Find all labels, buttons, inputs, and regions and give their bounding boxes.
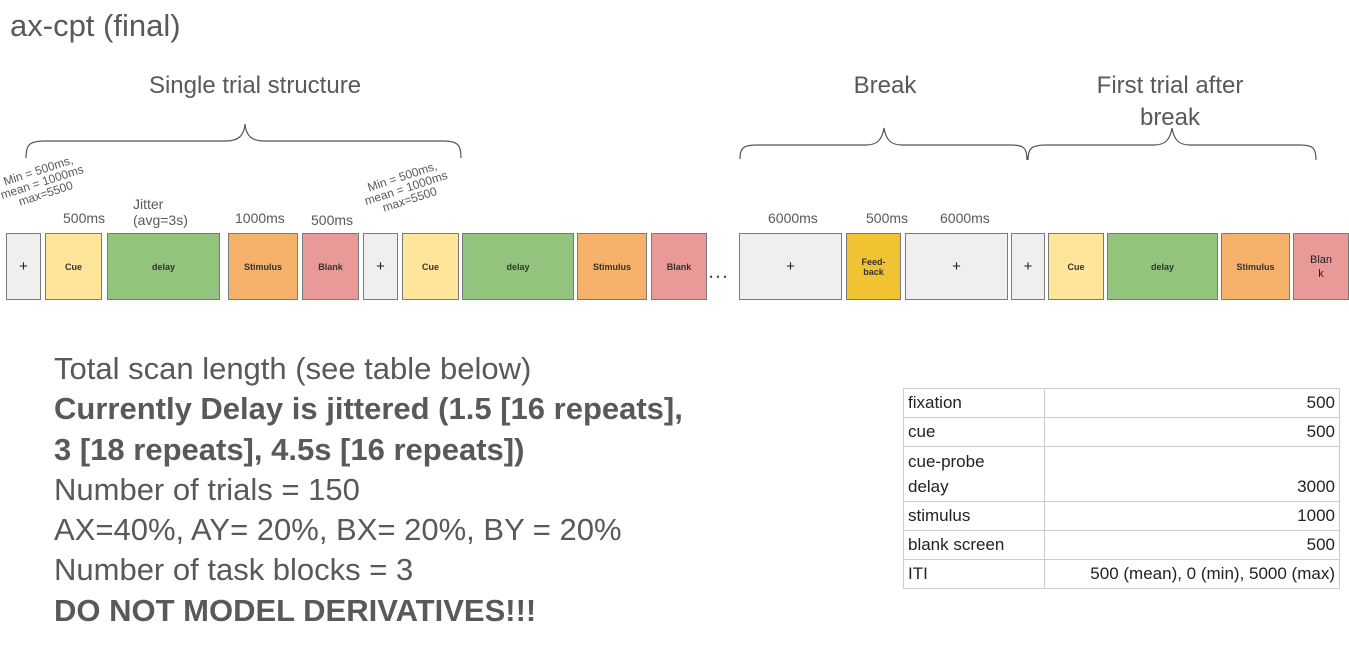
durations-table: fixation 500 cue 500 cue-probe delay 300…: [903, 388, 1340, 589]
stimulus-block: Stimulus: [228, 233, 298, 300]
brace-single-trial: [25, 123, 462, 159]
feedback-block: Feed- back: [846, 233, 901, 300]
note-task-blocks: Number of task blocks = 3: [54, 552, 414, 588]
cue-block: Cue: [402, 233, 459, 300]
feedback-duration-label: 500ms: [866, 210, 909, 226]
cue-duration-label: 500ms: [63, 210, 106, 226]
note-delay-jitter-continued: 3 [18 repeats], 4.5s [16 repeats]): [54, 431, 525, 467]
table-row: blank screen 500: [903, 530, 1340, 560]
note-scan-length: Total scan length (see table below): [54, 351, 532, 386]
fixation-block: +: [1011, 233, 1045, 300]
table-cell-value: 500 (mean), 0 (min), 5000 (max): [1044, 559, 1340, 589]
note-number-of-trials: Number of trials = 150: [54, 471, 360, 507]
page-title: ax-cpt (final): [10, 8, 181, 43]
section-break-heading: Break: [853, 72, 917, 99]
fixation-block: +: [363, 233, 398, 300]
table-row: fixation 500: [903, 388, 1340, 418]
table-cell-event: cue: [903, 417, 1045, 447]
table-cell-value: 500: [1044, 417, 1340, 447]
stimulus-block: Stimulus: [577, 233, 647, 300]
delay-block: delay: [462, 233, 574, 300]
fixation-block: +: [6, 233, 41, 300]
break-fixation-block: +: [739, 233, 842, 300]
ellipsis: …: [707, 258, 730, 283]
break-fixation-duration-label: 6000ms: [940, 210, 990, 226]
table-cell-value: 1000: [1044, 501, 1340, 531]
table-cell-event: ITI: [903, 559, 1045, 589]
table-cell-value: 500: [1044, 530, 1340, 560]
table-row: stimulus 1000: [903, 501, 1340, 531]
table-row: ITI 500 (mean), 0 (min), 5000 (max): [903, 559, 1340, 589]
cue-block: Cue: [1048, 233, 1104, 300]
brace-lines: [25, 123, 1317, 161]
break-fixation-block: +: [905, 233, 1008, 300]
stimulus-duration-label: 1000ms: [235, 210, 285, 226]
jitter-label: Jitter (avg=3s): [133, 196, 188, 228]
delay-block: delay: [1107, 233, 1218, 300]
brace-break: [739, 127, 1028, 161]
table-row: cue 500: [903, 417, 1340, 447]
cue-block: Cue: [45, 233, 102, 300]
blank-block: Blan k: [1293, 233, 1349, 300]
note-trial-proportions: AX=40%, AY= 20%, BX= 20%, BY = 20%: [54, 512, 622, 548]
brace-first-trial: [1027, 127, 1317, 161]
table-row: cue-probe delay 3000: [903, 446, 1340, 502]
table-cell-event: cue-probe delay: [903, 446, 1045, 502]
section-single-trial-heading: Single trial structure: [148, 72, 362, 99]
table-cell-value: 500: [1044, 388, 1340, 418]
stimulus-block: Stimulus: [1221, 233, 1290, 300]
blank-block: Blank: [651, 233, 707, 300]
table-cell-value: 3000: [1044, 446, 1340, 502]
blank-duration-label: 500ms: [311, 212, 354, 228]
break-fixation-duration-label: 6000ms: [768, 210, 818, 226]
table-cell-event: fixation: [903, 388, 1045, 418]
table-cell-event: stimulus: [903, 501, 1045, 531]
delay-block: delay: [107, 233, 220, 300]
section-first-trial-heading: First trial after break: [1096, 72, 1244, 131]
note-warning: DO NOT MODEL DERIVATIVES!!!: [54, 592, 537, 628]
notes-block: Total scan length (see table below) Curr…: [54, 349, 683, 631]
table-cell-event: blank screen: [903, 530, 1045, 560]
note-delay-jitter: Currently Delay is jittered (1.5 [16 rep…: [54, 391, 683, 427]
blank-block: Blank: [302, 233, 359, 300]
